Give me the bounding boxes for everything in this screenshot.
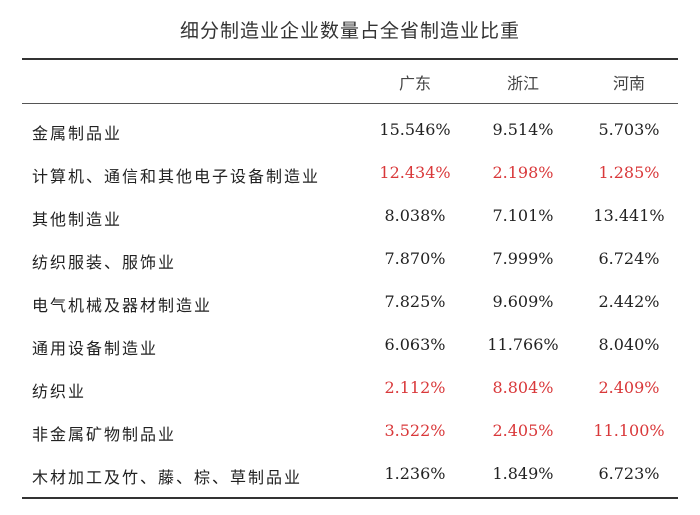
column-header-henan: 河南 (612, 74, 645, 93)
table-header-row: 广东 浙江 河南 (0, 70, 700, 96)
row-label: 其他制造业 (32, 210, 123, 229)
table-row: 金属制品业 15.546% 9.514% 5.703% (0, 111, 700, 154)
row-label: 木材加工及竹、藤、棕、草制品业 (32, 468, 303, 487)
cell-zhejiang: 7.101% (492, 206, 554, 225)
cell-guangdong: 15.546% (379, 120, 451, 139)
row-label: 纺织服装、服饰业 (32, 253, 177, 272)
cell-guangdong: 6.063% (384, 335, 446, 354)
table-row: 非金属矿物制品业 3.522% 2.405% 11.100% (0, 412, 700, 455)
table-body: 金属制品业 15.546% 9.514% 5.703% 计算机、通信和其他电子设… (0, 111, 700, 498)
cell-guangdong: 1.236% (384, 464, 446, 483)
cell-zhejiang: 2.405% (492, 421, 554, 440)
cell-henan: 6.723% (598, 464, 660, 483)
cell-zhejiang: 8.804% (492, 378, 554, 397)
row-label: 纺织业 (32, 382, 87, 401)
cell-guangdong: 7.870% (384, 249, 446, 268)
cell-guangdong: 7.825% (384, 292, 446, 311)
cell-guangdong: 8.038% (384, 206, 446, 225)
row-label: 非金属矿物制品业 (32, 425, 177, 444)
table-row: 其他制造业 8.038% 7.101% 13.441% (0, 197, 700, 240)
row-label: 通用设备制造业 (32, 339, 159, 358)
header-divider (22, 103, 678, 104)
row-label: 电气机械及器材制造业 (32, 296, 213, 315)
table-top-rule (22, 58, 678, 60)
cell-guangdong: 12.434% (379, 163, 451, 182)
row-label: 计算机、通信和其他电子设备制造业 (32, 167, 321, 186)
table-title: 细分制造业企业数量占全省制造业比重 (179, 20, 520, 42)
cell-henan: 2.409% (598, 378, 660, 397)
cell-henan: 1.285% (598, 163, 660, 182)
cell-henan: 2.442% (598, 292, 660, 311)
column-header-zhejiang: 浙江 (506, 74, 539, 93)
column-header-guangdong: 广东 (398, 74, 431, 93)
row-label: 金属制品业 (32, 124, 123, 143)
table-row: 纺织业 2.112% 8.804% 2.409% (0, 369, 700, 412)
cell-henan: 5.703% (598, 120, 660, 139)
cell-zhejiang: 9.609% (492, 292, 554, 311)
table-row: 计算机、通信和其他电子设备制造业 12.434% 2.198% 1.285% (0, 154, 700, 197)
table-row: 纺织服装、服饰业 7.870% 7.999% 6.724% (0, 240, 700, 283)
cell-zhejiang: 7.999% (492, 249, 554, 268)
cell-henan: 13.441% (593, 206, 665, 225)
cell-guangdong: 2.112% (384, 378, 446, 397)
cell-guangdong: 3.522% (384, 421, 446, 440)
cell-zhejiang: 1.849% (492, 464, 554, 483)
cell-zhejiang: 11.766% (487, 335, 559, 354)
table-row: 木材加工及竹、藤、棕、草制品业 1.236% 1.849% 6.723% (0, 455, 700, 498)
cell-henan: 8.040% (598, 335, 660, 354)
cell-henan: 6.724% (598, 249, 660, 268)
table-bottom-rule (22, 497, 678, 499)
cell-henan: 11.100% (593, 421, 665, 440)
cell-zhejiang: 2.198% (492, 163, 554, 182)
cell-zhejiang: 9.514% (492, 120, 554, 139)
table-row: 电气机械及器材制造业 7.825% 9.609% 2.442% (0, 283, 700, 326)
table-row: 通用设备制造业 6.063% 11.766% 8.040% (0, 326, 700, 369)
